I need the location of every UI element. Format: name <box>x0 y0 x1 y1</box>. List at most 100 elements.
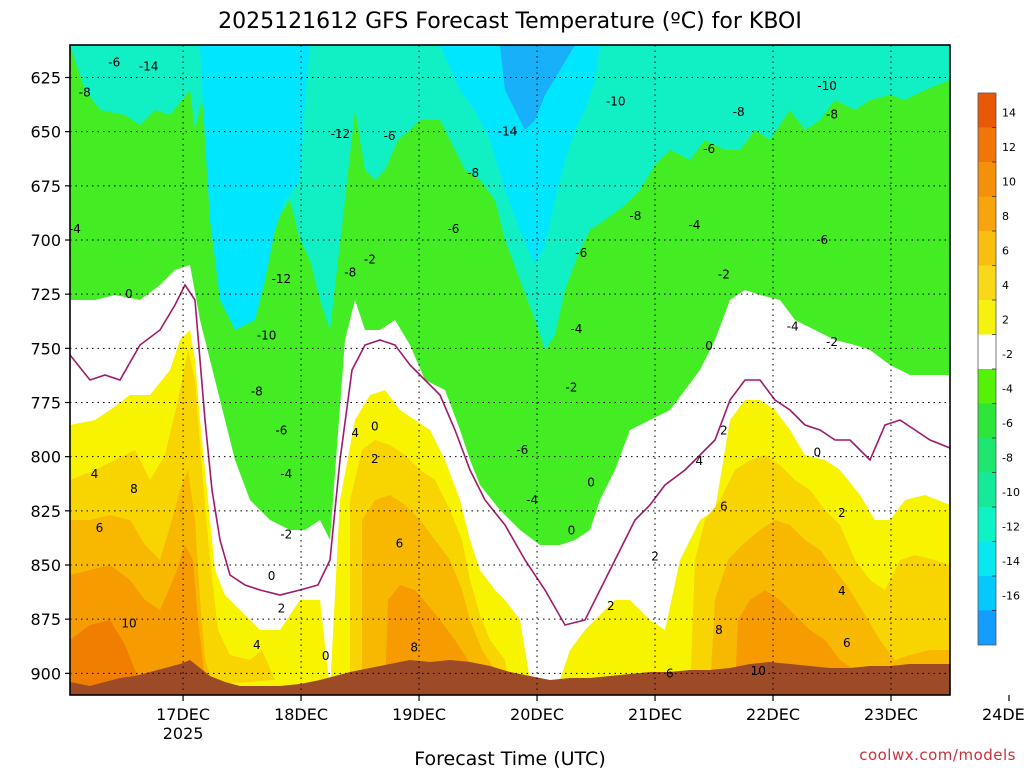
colorbar-label: -6 <box>1002 417 1013 430</box>
y-tick-label: 675 <box>30 177 61 196</box>
contour-label: -8 <box>733 105 745 119</box>
contour-label: 4 <box>838 584 846 598</box>
contour-label: 0 <box>813 445 821 459</box>
contour-label: -10 <box>817 79 837 93</box>
y-tick-label: 900 <box>30 664 61 683</box>
contour-label: 0 <box>322 649 330 663</box>
contour-label: -2 <box>718 268 730 282</box>
contour-label: -6 <box>816 233 828 247</box>
contour-label: -6 <box>703 142 715 156</box>
contour-label: 2 <box>651 549 659 563</box>
contour-label: -4 <box>69 222 81 236</box>
colorbar-label: 4 <box>1002 279 1009 292</box>
band-above-10 <box>70 620 145 690</box>
contour-label: 6 <box>396 536 404 550</box>
grid-lines <box>70 45 950 695</box>
contour-label: 4 <box>351 426 359 440</box>
y-tick-label: 825 <box>30 502 61 521</box>
colorbar-cell <box>978 196 996 231</box>
contour-label: -8 <box>79 86 91 100</box>
colorbar-cell <box>978 300 996 335</box>
x-tick-label: 24DEC <box>982 705 1024 724</box>
y-tick-label: 650 <box>30 123 61 142</box>
contour-label: 2 <box>838 506 846 520</box>
contour-label: 0 <box>125 287 133 301</box>
contour-label: 0 <box>371 419 379 433</box>
colorbar-cell <box>978 403 996 438</box>
credit-text[interactable]: coolwx.com/models <box>859 746 1016 764</box>
x-axis-label: Forecast Time (UTC) <box>414 748 605 768</box>
band-coldest-d <box>500 45 575 130</box>
colorbar-label: -12 <box>1002 521 1020 534</box>
contour-label: -4 <box>526 493 538 507</box>
contour-label: -8 <box>629 209 641 223</box>
colorbar-cell <box>978 162 996 197</box>
y-axis: 625 650 675 700 725 750 775 800 825 850 875 900 <box>30 69 70 683</box>
contour-label: 4 <box>253 638 261 652</box>
contour-label: 6 <box>720 500 728 514</box>
contour-label: -10 <box>606 94 626 108</box>
band-coldest-b <box>200 45 310 330</box>
colorbar-cell <box>978 93 996 128</box>
contour-label: -10 <box>257 328 277 342</box>
contour-label: 0 <box>705 339 713 353</box>
colorbar-label: -16 <box>1002 590 1020 603</box>
contour-label: 8 <box>410 640 418 654</box>
contour-label: 2 <box>371 452 379 466</box>
y-tick-label: 875 <box>30 610 61 629</box>
colorbar-cell <box>978 265 996 300</box>
colorbar-cell <box>978 127 996 162</box>
contour-label: 0 <box>268 569 276 583</box>
contour-label: -14 <box>498 125 518 139</box>
contour-label: -12 <box>272 272 292 286</box>
y-tick-label: 725 <box>30 285 61 304</box>
contour-label: 6 <box>843 636 851 650</box>
contour-label: 10 <box>751 664 766 678</box>
contour-label: 0 <box>587 476 595 490</box>
band-coldest-c <box>440 45 600 265</box>
x-tick-label: 19DEC <box>392 705 446 724</box>
contour-label: -8 <box>251 385 263 399</box>
colorbar-label: 12 <box>1002 141 1016 154</box>
contour-line-zero <box>70 283 950 626</box>
contour-label: -2 <box>826 335 838 349</box>
chart-title: 2025121612 GFS Forecast Temperature (ºC)… <box>218 9 802 34</box>
colorbar-label: -14 <box>1002 555 1020 568</box>
y-tick-label: 800 <box>30 448 61 467</box>
y-tick-label: 850 <box>30 556 61 575</box>
contour-label: -6 <box>575 246 587 260</box>
contour-label: 8 <box>715 623 723 637</box>
contour-labels: -14-6-8-4046810-12-10-8-6-4-2024-12-8-2-… <box>69 55 851 680</box>
colorbar-label: -4 <box>1002 383 1013 396</box>
contour-label: -2 <box>565 380 577 394</box>
colorbar-label: 8 <box>1002 210 1009 223</box>
y-tick-label: 625 <box>30 69 61 88</box>
contour-label: -6 <box>108 55 120 69</box>
contour-label: 0 <box>568 523 576 537</box>
colorbar-cell <box>978 507 996 542</box>
contour-label: -8 <box>467 166 479 180</box>
contour-label: 10 <box>121 617 136 631</box>
contour-label: 6 <box>666 666 674 680</box>
colorbar-label: -10 <box>1002 486 1020 499</box>
contour-label: -4 <box>688 218 700 232</box>
y-tick-label: 750 <box>30 339 61 358</box>
colorbar-cell <box>978 610 996 645</box>
colorbar-cell <box>978 369 996 404</box>
terrain-surface <box>70 660 950 695</box>
colorbar-cell <box>978 334 996 369</box>
contour-label: 6 <box>96 521 104 535</box>
contour-label: -6 <box>275 424 287 438</box>
colorbar-cell <box>978 472 996 507</box>
contour-label: -6 <box>516 443 528 457</box>
contour-label: 2 <box>720 424 728 438</box>
colorbar-label: 6 <box>1002 245 1009 258</box>
y-tick-label: 700 <box>30 231 61 250</box>
x-tick-label: 22DEC <box>746 705 800 724</box>
contour-label: -2 <box>364 253 376 267</box>
colorbar-cell <box>978 438 996 473</box>
contour-label: -4 <box>280 467 292 481</box>
contour-label: 2 <box>607 599 615 613</box>
